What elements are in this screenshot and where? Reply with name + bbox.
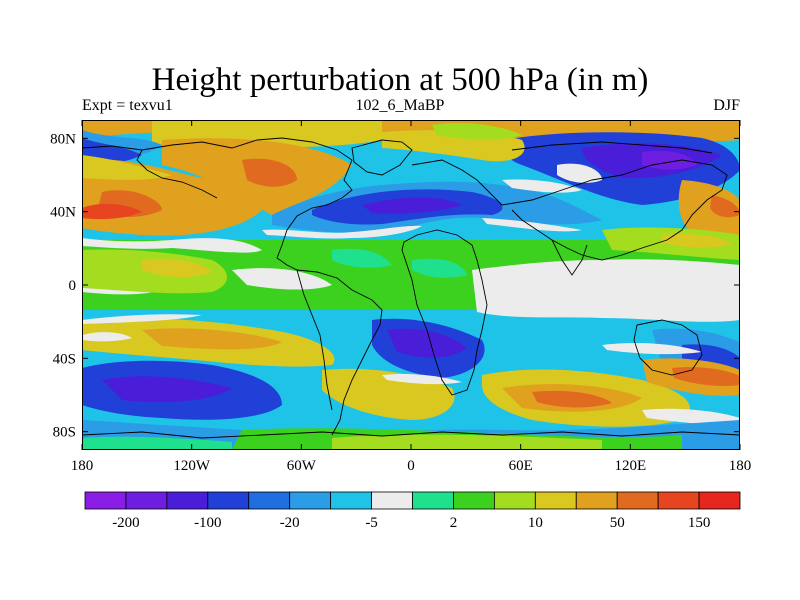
colorbar-swatch (207, 491, 250, 510)
colorbar-swatch (166, 491, 209, 510)
lat-tick-label: 0 (69, 278, 77, 294)
run-label: 102_6_MaBP (355, 97, 445, 114)
height-field-map (82, 120, 740, 450)
experiment-label: Expt = texvu1 (82, 97, 173, 114)
lat-tick-label: 80N (50, 131, 76, 147)
colorbar-label: -5 (365, 515, 378, 531)
colorbar-swatch (289, 491, 332, 510)
colorbar-label: 150 (688, 515, 711, 531)
colorbar-label: 2 (450, 515, 458, 531)
lat-tick-label: 80S (53, 425, 76, 441)
colorbar-swatch (493, 491, 536, 510)
plot-title: Height perturbation at 500 hPa (in m) (151, 62, 649, 98)
colorbar-swatch (330, 491, 372, 510)
lon-tick-label: 180 (729, 458, 752, 474)
lat-tick-label: 40S (53, 351, 76, 367)
colorbar-swatch (616, 491, 659, 510)
colorbar-swatch (657, 491, 700, 510)
colorbar-label: 10 (528, 515, 543, 531)
lon-tick-label: 60E (509, 458, 533, 474)
colorbar-swatch (84, 491, 127, 510)
colorbar-swatch (371, 491, 413, 510)
lon-tick-label: 60W (287, 458, 317, 474)
lon-tick-label: 120W (173, 458, 211, 474)
lat-tick-label: 40N (50, 205, 76, 221)
colorbar-label: -20 (280, 515, 300, 531)
colorbar-swatch (575, 491, 618, 510)
lon-tick-label: 120E (614, 458, 646, 474)
coastlines (82, 137, 740, 439)
colorbar-label: -200 (112, 515, 140, 531)
contour-field (82, 120, 740, 450)
colorbar-swatch (698, 491, 741, 510)
colorbar-swatch (453, 491, 495, 510)
lon-tick-label: 180 (71, 458, 94, 474)
colorbar-swatch (125, 491, 168, 510)
season-label: DJF (713, 97, 740, 114)
colorbar-label: -100 (194, 515, 222, 531)
colorbar-swatch (534, 491, 577, 510)
latitude-axis: 80N 40N 0 40S 80S (50, 131, 740, 441)
colorbar: -200 -100 -20 -5 2 10 50 150 (84, 491, 741, 531)
lon-tick-label: 0 (407, 458, 415, 474)
longitude-axis: 180 120W 60W 0 60E 120E 180 (71, 120, 752, 474)
colorbar-swatch (248, 491, 291, 510)
colorbar-swatch (412, 491, 454, 510)
colorbar-label: 50 (610, 515, 625, 531)
